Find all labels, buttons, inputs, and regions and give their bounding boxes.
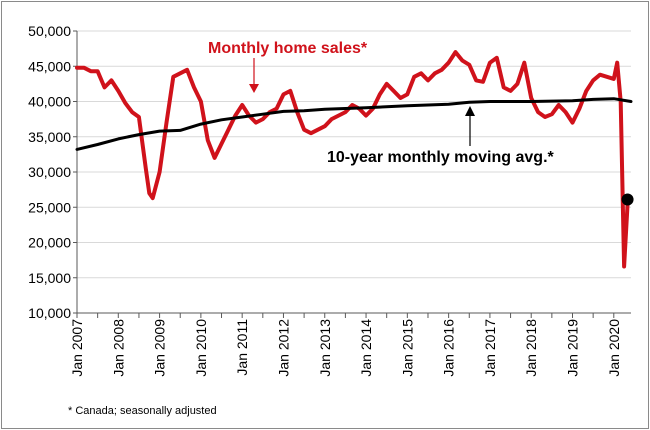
- y-tick-label: 35,000: [28, 129, 71, 145]
- sales-annotation-label: Monthly home sales*: [208, 40, 368, 57]
- x-tick-label: Jan 2014: [358, 319, 374, 377]
- x-tick-label: Jan 2010: [193, 319, 209, 377]
- x-tick-label: Jan 2009: [152, 319, 168, 377]
- avg-annotation-arrowhead: [465, 106, 475, 116]
- x-tick-label: Jan 2008: [110, 319, 126, 377]
- latest-value-marker: [621, 193, 634, 206]
- x-tick-label: Jan 2011: [234, 319, 250, 376]
- x-tick-label: Jan 2013: [317, 319, 333, 377]
- y-tick-label: 45,000: [28, 58, 71, 74]
- x-tick-labels: Jan 2007 Jan 2008 Jan 2009 Jan 2010 Jan 2011…: [69, 319, 622, 377]
- x-tick-label: Jan 2018: [523, 319, 539, 377]
- axes: [73, 30, 631, 318]
- x-tick-label: Jan 2012: [275, 319, 291, 377]
- x-tick-label: Jan 2016: [441, 319, 457, 377]
- y-tick-label: 50,000: [28, 23, 71, 39]
- y-tick-label: 40,000: [28, 94, 71, 110]
- x-tick-label: Jan 2020: [606, 319, 622, 377]
- avg-annotation-label: 10-year monthly moving avg.*: [327, 149, 555, 166]
- y-tick-label: 25,000: [28, 199, 71, 215]
- moving-average-line: [75, 97, 633, 151]
- sales-annotation-arrowhead: [249, 84, 259, 93]
- footnote: * Canada; seasonally adjusted: [68, 405, 217, 417]
- x-tick-label: Jan 2007: [69, 319, 85, 377]
- y-tick-label: 20,000: [28, 235, 71, 251]
- x-tick-label: Jan 2019: [565, 319, 581, 377]
- y-tick-labels: 10,000 15,000 20,000 25,000 30,000 35,000 40,0…: [28, 23, 71, 321]
- y-tick-label: 15,000: [28, 270, 71, 286]
- y-tick-label: 10,000: [28, 305, 71, 321]
- series-lines: [75, 50, 634, 269]
- x-tick-label: Jan 2017: [482, 319, 498, 377]
- x-tick-label: Jan 2015: [399, 319, 415, 377]
- y-tick-label: 30,000: [28, 164, 71, 180]
